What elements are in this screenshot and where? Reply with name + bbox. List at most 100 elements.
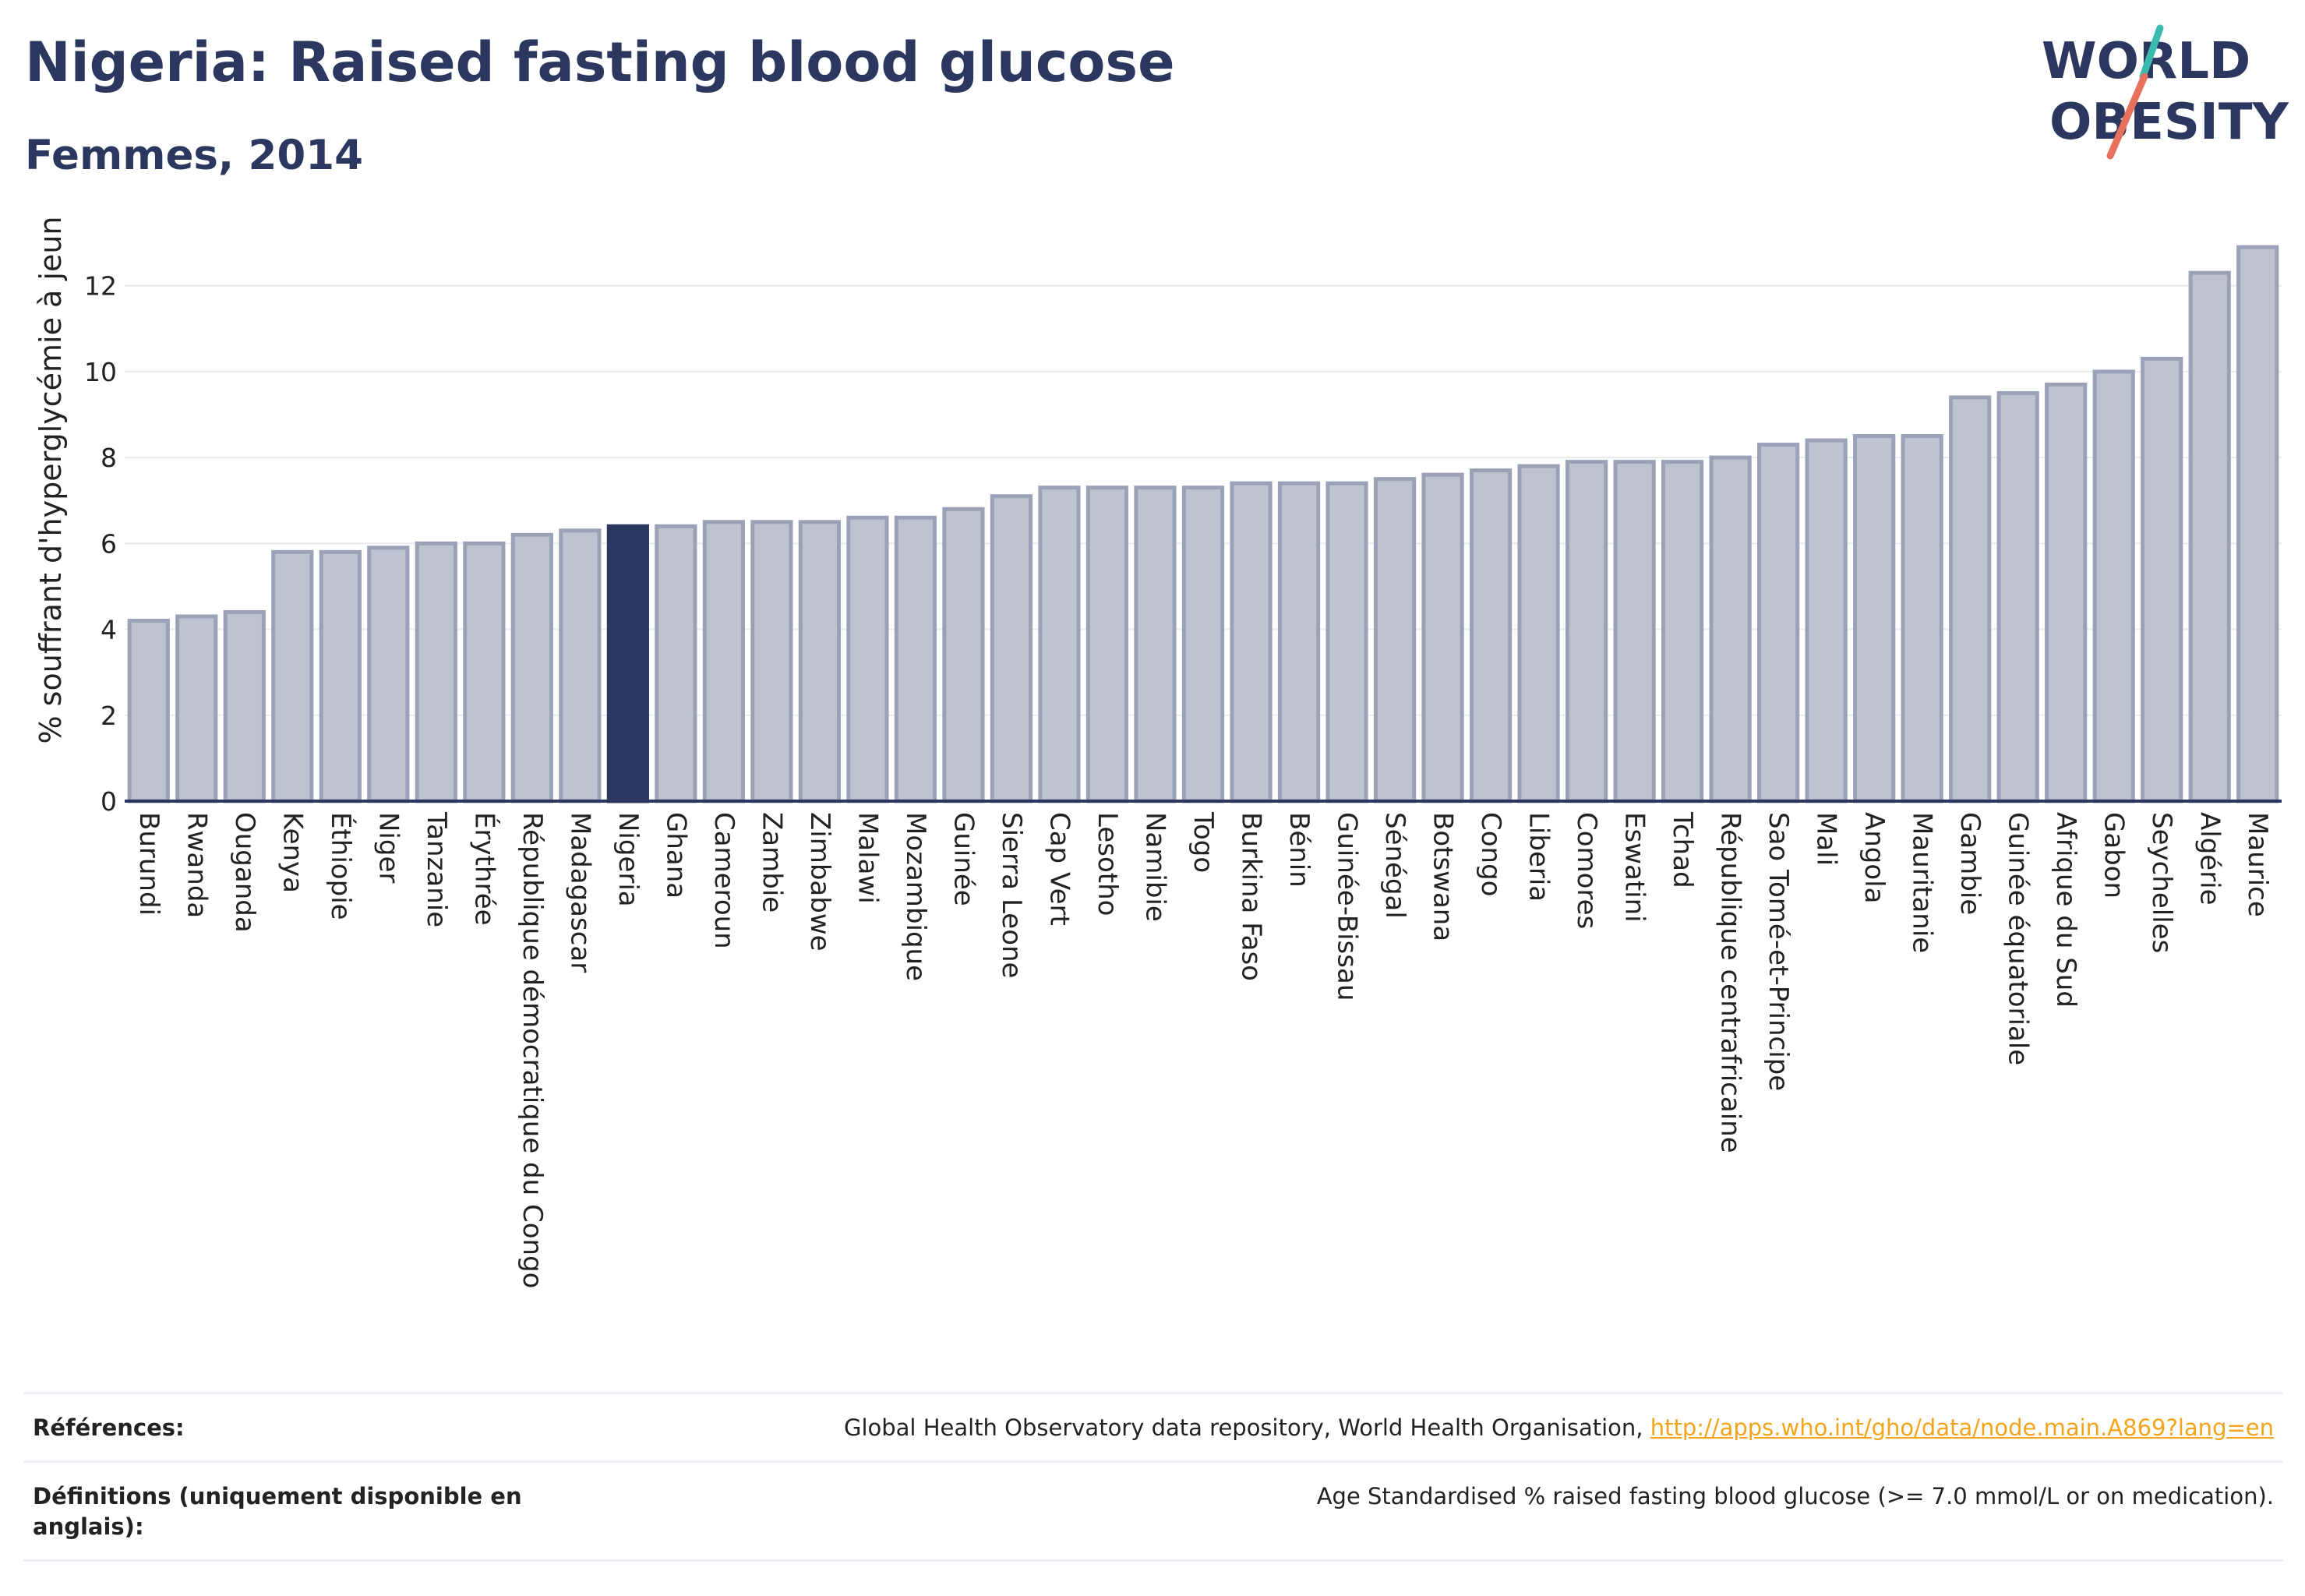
definitions-value: Age Standardised % raised fasting blood … bbox=[1316, 1483, 2274, 1510]
bar-lesotho[interactable] bbox=[1085, 486, 1129, 803]
x-tick-label: Malawi bbox=[852, 812, 883, 904]
bar-botswana[interactable] bbox=[1421, 472, 1464, 803]
logo-line2: OBESITY bbox=[2049, 94, 2289, 151]
bar-chart: 0 2 4 6 8 10 12 Burundi Rwanda Ouganda Kenya Éthio… bbox=[34, 216, 2282, 1288]
x-tick-label: Tchad bbox=[1667, 811, 1698, 888]
bar-comores[interactable] bbox=[1565, 460, 1608, 803]
bar-maurice[interactable] bbox=[2236, 245, 2279, 803]
bar-kenya[interactable] bbox=[271, 549, 314, 803]
x-tick-label: Liberia bbox=[1523, 812, 1555, 902]
bar-tanzanie[interactable] bbox=[415, 541, 457, 803]
bar-namibie[interactable] bbox=[1134, 486, 1177, 803]
x-tick-label: Burkina Faso bbox=[1236, 812, 1267, 981]
bar-nigeria[interactable] bbox=[606, 524, 649, 803]
x-tick-label: Sierra Leone bbox=[996, 812, 1027, 978]
bar-rwanda[interactable] bbox=[175, 614, 218, 803]
x-tick-label: Tanzanie bbox=[421, 811, 452, 927]
x-tick-label: Sénégal bbox=[1379, 812, 1410, 919]
references-row: Références: Global Health Observatory da… bbox=[23, 1392, 2283, 1460]
bar-togo[interactable] bbox=[1181, 486, 1225, 803]
references-text: Global Health Observatory data repositor… bbox=[843, 1414, 1643, 1441]
bar-congo[interactable] bbox=[1469, 468, 1513, 803]
bar-erythree[interactable] bbox=[463, 541, 506, 803]
x-tick-label: Maurice bbox=[2242, 812, 2273, 917]
bar-mozambique[interactable] bbox=[894, 515, 937, 803]
y-tick-label: 6 bbox=[101, 528, 117, 559]
x-tick-label: Seychelles bbox=[2146, 812, 2177, 953]
bar-republique-democratique-du-congo[interactable] bbox=[510, 532, 553, 803]
y-tick-label: 4 bbox=[101, 615, 117, 645]
bar-senegal[interactable] bbox=[1373, 477, 1417, 803]
bar-guinee-equatoriale[interactable] bbox=[1996, 390, 2039, 803]
world-obesity-logo: WORLD OBESITY bbox=[2042, 24, 2289, 160]
y-tick-label: 12 bbox=[84, 271, 117, 302]
bar-liberia[interactable] bbox=[1517, 464, 1560, 803]
x-tick-label: République démocratique du Congo bbox=[517, 812, 548, 1288]
bar-afrique-du-sud[interactable] bbox=[2045, 382, 2088, 803]
x-tick-label: Sao Tomé-et-Principe bbox=[1763, 812, 1794, 1091]
bar-republique-centrafricaine[interactable] bbox=[1709, 455, 1752, 803]
bar-madagascar[interactable] bbox=[559, 528, 602, 803]
bar-guinee-bissau[interactable] bbox=[1325, 481, 1368, 803]
y-axis-title: % souffrant d'hyperglycémie à jeun bbox=[34, 216, 68, 743]
bar-sao-tome-et-principe[interactable] bbox=[1757, 443, 1800, 803]
bar-cameroun[interactable] bbox=[702, 520, 745, 803]
x-tick-label: Guinée bbox=[948, 812, 979, 906]
bar-algerie[interactable] bbox=[2188, 270, 2231, 803]
x-tick-label: Kenya bbox=[277, 812, 308, 893]
bar-malawi[interactable] bbox=[846, 515, 889, 803]
x-tick-label: Guinée équatoriale bbox=[2003, 812, 2034, 1065]
bar-mali[interactable] bbox=[1805, 438, 1848, 803]
x-tick-label: Zambie bbox=[756, 812, 787, 913]
bar-ethiopie[interactable] bbox=[319, 549, 362, 803]
bar-seychelles[interactable] bbox=[2141, 356, 2183, 803]
y-tick-label: 10 bbox=[84, 357, 117, 387]
bar-niger[interactable] bbox=[367, 546, 410, 803]
bar-sierra-leone[interactable] bbox=[990, 494, 1033, 803]
x-tick-label: Angola bbox=[1858, 812, 1890, 903]
x-tick-label: Eswatini bbox=[1619, 812, 1650, 923]
x-tick-label: Botswana bbox=[1428, 812, 1459, 941]
bar-ghana[interactable] bbox=[655, 524, 697, 803]
bar-gabon[interactable] bbox=[2092, 369, 2135, 803]
x-tick-label: Gabon bbox=[2099, 812, 2130, 899]
bar-ouganda[interactable] bbox=[223, 610, 266, 803]
bar-cap-vert[interactable] bbox=[1038, 486, 1081, 803]
x-tick-label: Mozambique bbox=[900, 812, 931, 981]
bar-mauritanie[interactable] bbox=[1901, 434, 1943, 803]
references-link[interactable]: http://apps.who.int/gho/data/node.main.A… bbox=[1650, 1414, 2274, 1441]
bar-zambie[interactable] bbox=[750, 520, 793, 803]
x-tick-label: Nigeria bbox=[612, 812, 644, 907]
bar-eswatini[interactable] bbox=[1613, 460, 1656, 803]
x-tick-label: Éthiopie bbox=[325, 812, 357, 920]
bar-zimbabwe[interactable] bbox=[798, 520, 842, 803]
bar-benin[interactable] bbox=[1277, 481, 1321, 803]
x-tick-label: Lesotho bbox=[1092, 812, 1123, 916]
x-tick-label: Congo bbox=[1475, 812, 1506, 896]
x-tick-label: Cap Vert bbox=[1043, 812, 1075, 926]
x-tick-label: Cameroun bbox=[708, 812, 740, 949]
x-tick-label: Namibie bbox=[1139, 812, 1170, 922]
bar-tchad[interactable] bbox=[1661, 460, 1704, 803]
x-tick-label: Algérie bbox=[2194, 812, 2226, 906]
x-tick-label: Ghana bbox=[660, 812, 691, 899]
x-tick-label: Zimbabwe bbox=[804, 812, 835, 952]
bar-burkina-faso[interactable] bbox=[1230, 481, 1273, 803]
x-tick-label: Afrique du Sud bbox=[2050, 812, 2081, 1008]
chart-subtitle: Femmes, 2014 bbox=[25, 132, 364, 179]
definitions-label: Définitions (uniquement disponible en an… bbox=[33, 1483, 522, 1541]
x-tick-label: Togo bbox=[1188, 811, 1219, 873]
y-tick-label: 2 bbox=[101, 701, 117, 731]
chart-title: Nigeria: Raised fasting blood glucose bbox=[25, 30, 1175, 94]
x-tick-label: Burundi bbox=[133, 812, 164, 916]
footer-table: Références: Global Health Observatory da… bbox=[23, 1392, 2283, 1562]
bar-guinee[interactable] bbox=[942, 507, 985, 803]
x-tick-label: Érythrée bbox=[468, 812, 500, 926]
bar-angola[interactable] bbox=[1853, 434, 1896, 803]
bar-burundi[interactable] bbox=[127, 619, 170, 803]
x-tick-label: Mauritanie bbox=[1907, 812, 1938, 953]
logo-slash-coral bbox=[2106, 72, 2148, 160]
x-tick-label: Gambie bbox=[1954, 812, 1986, 915]
bar-gambie[interactable] bbox=[1949, 395, 1992, 803]
x-tick-label: Guinée-Bissau bbox=[1332, 812, 1363, 1001]
